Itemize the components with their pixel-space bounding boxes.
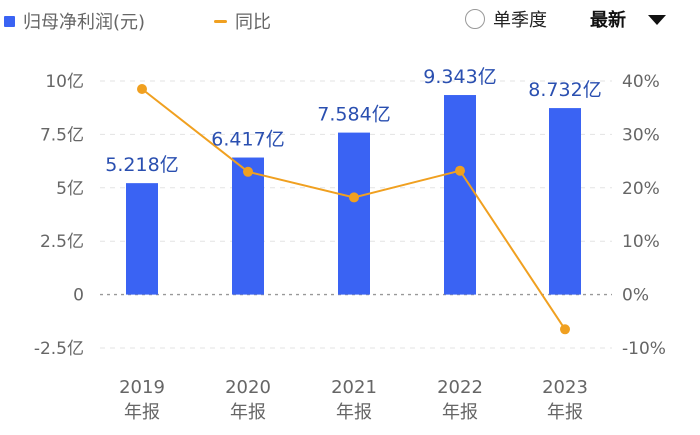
- sort-dropdown-label: 最新: [590, 10, 626, 31]
- right-tick-label: 0%: [622, 286, 649, 306]
- yoy-point: [243, 166, 253, 177]
- bar: [232, 157, 264, 295]
- category-period-label: 年报: [547, 402, 583, 423]
- category-year-label: 2020: [225, 377, 271, 398]
- yoy-point: [455, 165, 465, 176]
- legend-line-swatch: [214, 19, 227, 23]
- line-series: [137, 84, 570, 335]
- bar-data-labels: 5.218亿 6.417亿 7.584亿 9.343亿 8.732亿: [105, 66, 601, 176]
- category-year-label: 2022: [437, 377, 483, 398]
- chart-header: 归母净利润(元) 同比 单季度 最新: [0, 0, 700, 44]
- bar-value-label: 8.732亿: [528, 79, 601, 101]
- x-axis-categories: 2019 年报 2020 年报 2021 年报 2022 年报 2023 年报: [119, 377, 588, 423]
- right-tick-label: -10%: [622, 339, 666, 359]
- bar-value-label: 5.218亿: [105, 154, 178, 176]
- category-year-label: 2019: [119, 377, 165, 398]
- right-tick-label: 30%: [622, 125, 660, 145]
- legend-bar-label: 归母净利润(元): [23, 12, 146, 33]
- category-period-label: 年报: [124, 402, 160, 423]
- right-tick-label: 10%: [622, 232, 660, 252]
- bar-value-label: 6.417亿: [211, 129, 284, 151]
- bar: [549, 108, 581, 295]
- legend-bar-swatch: [4, 15, 15, 27]
- yoy-point: [137, 84, 147, 95]
- yoy-point: [560, 324, 570, 335]
- bar: [126, 183, 158, 295]
- left-tick-label: 5亿: [56, 179, 84, 199]
- legend-line-label: 同比: [235, 12, 271, 33]
- left-tick-label: -2.5亿: [34, 339, 84, 359]
- bar-value-label: 9.343亿: [423, 66, 496, 88]
- left-tick-label: 7.5亿: [40, 125, 84, 145]
- caret-down-icon[interactable]: [648, 15, 666, 25]
- radio-circle-icon[interactable]: [465, 9, 485, 29]
- left-axis-ticks: 10亿 7.5亿 5亿 2.5亿 0 -2.5亿: [34, 72, 84, 359]
- legend-bar-series[interactable]: 归母净利润(元): [4, 8, 145, 34]
- category-year-label: 2021: [331, 377, 377, 398]
- bar-value-label: 7.584亿: [317, 104, 390, 126]
- bar-series: [126, 95, 581, 295]
- right-tick-label: 40%: [622, 72, 660, 92]
- left-tick-label: 0: [73, 286, 84, 306]
- category-period-label: 年报: [336, 402, 372, 423]
- sort-dropdown[interactable]: 最新: [590, 6, 666, 32]
- category-period-label: 年报: [442, 402, 478, 423]
- bar: [444, 95, 476, 295]
- right-axis-ticks: 40% 30% 20% 10% 0% -10%: [622, 72, 666, 359]
- bar: [338, 132, 370, 295]
- single-quarter-toggle[interactable]: 单季度: [465, 6, 547, 32]
- category-period-label: 年报: [230, 402, 266, 423]
- category-year-label: 2023: [542, 377, 588, 398]
- left-tick-label: 10亿: [45, 72, 84, 92]
- grid-lines: [100, 80, 612, 349]
- single-quarter-label: 单季度: [493, 10, 547, 31]
- right-tick-label: 20%: [622, 179, 660, 199]
- left-tick-label: 2.5亿: [40, 232, 84, 252]
- yoy-point: [349, 192, 359, 203]
- legend-line-series[interactable]: 同比: [214, 8, 271, 34]
